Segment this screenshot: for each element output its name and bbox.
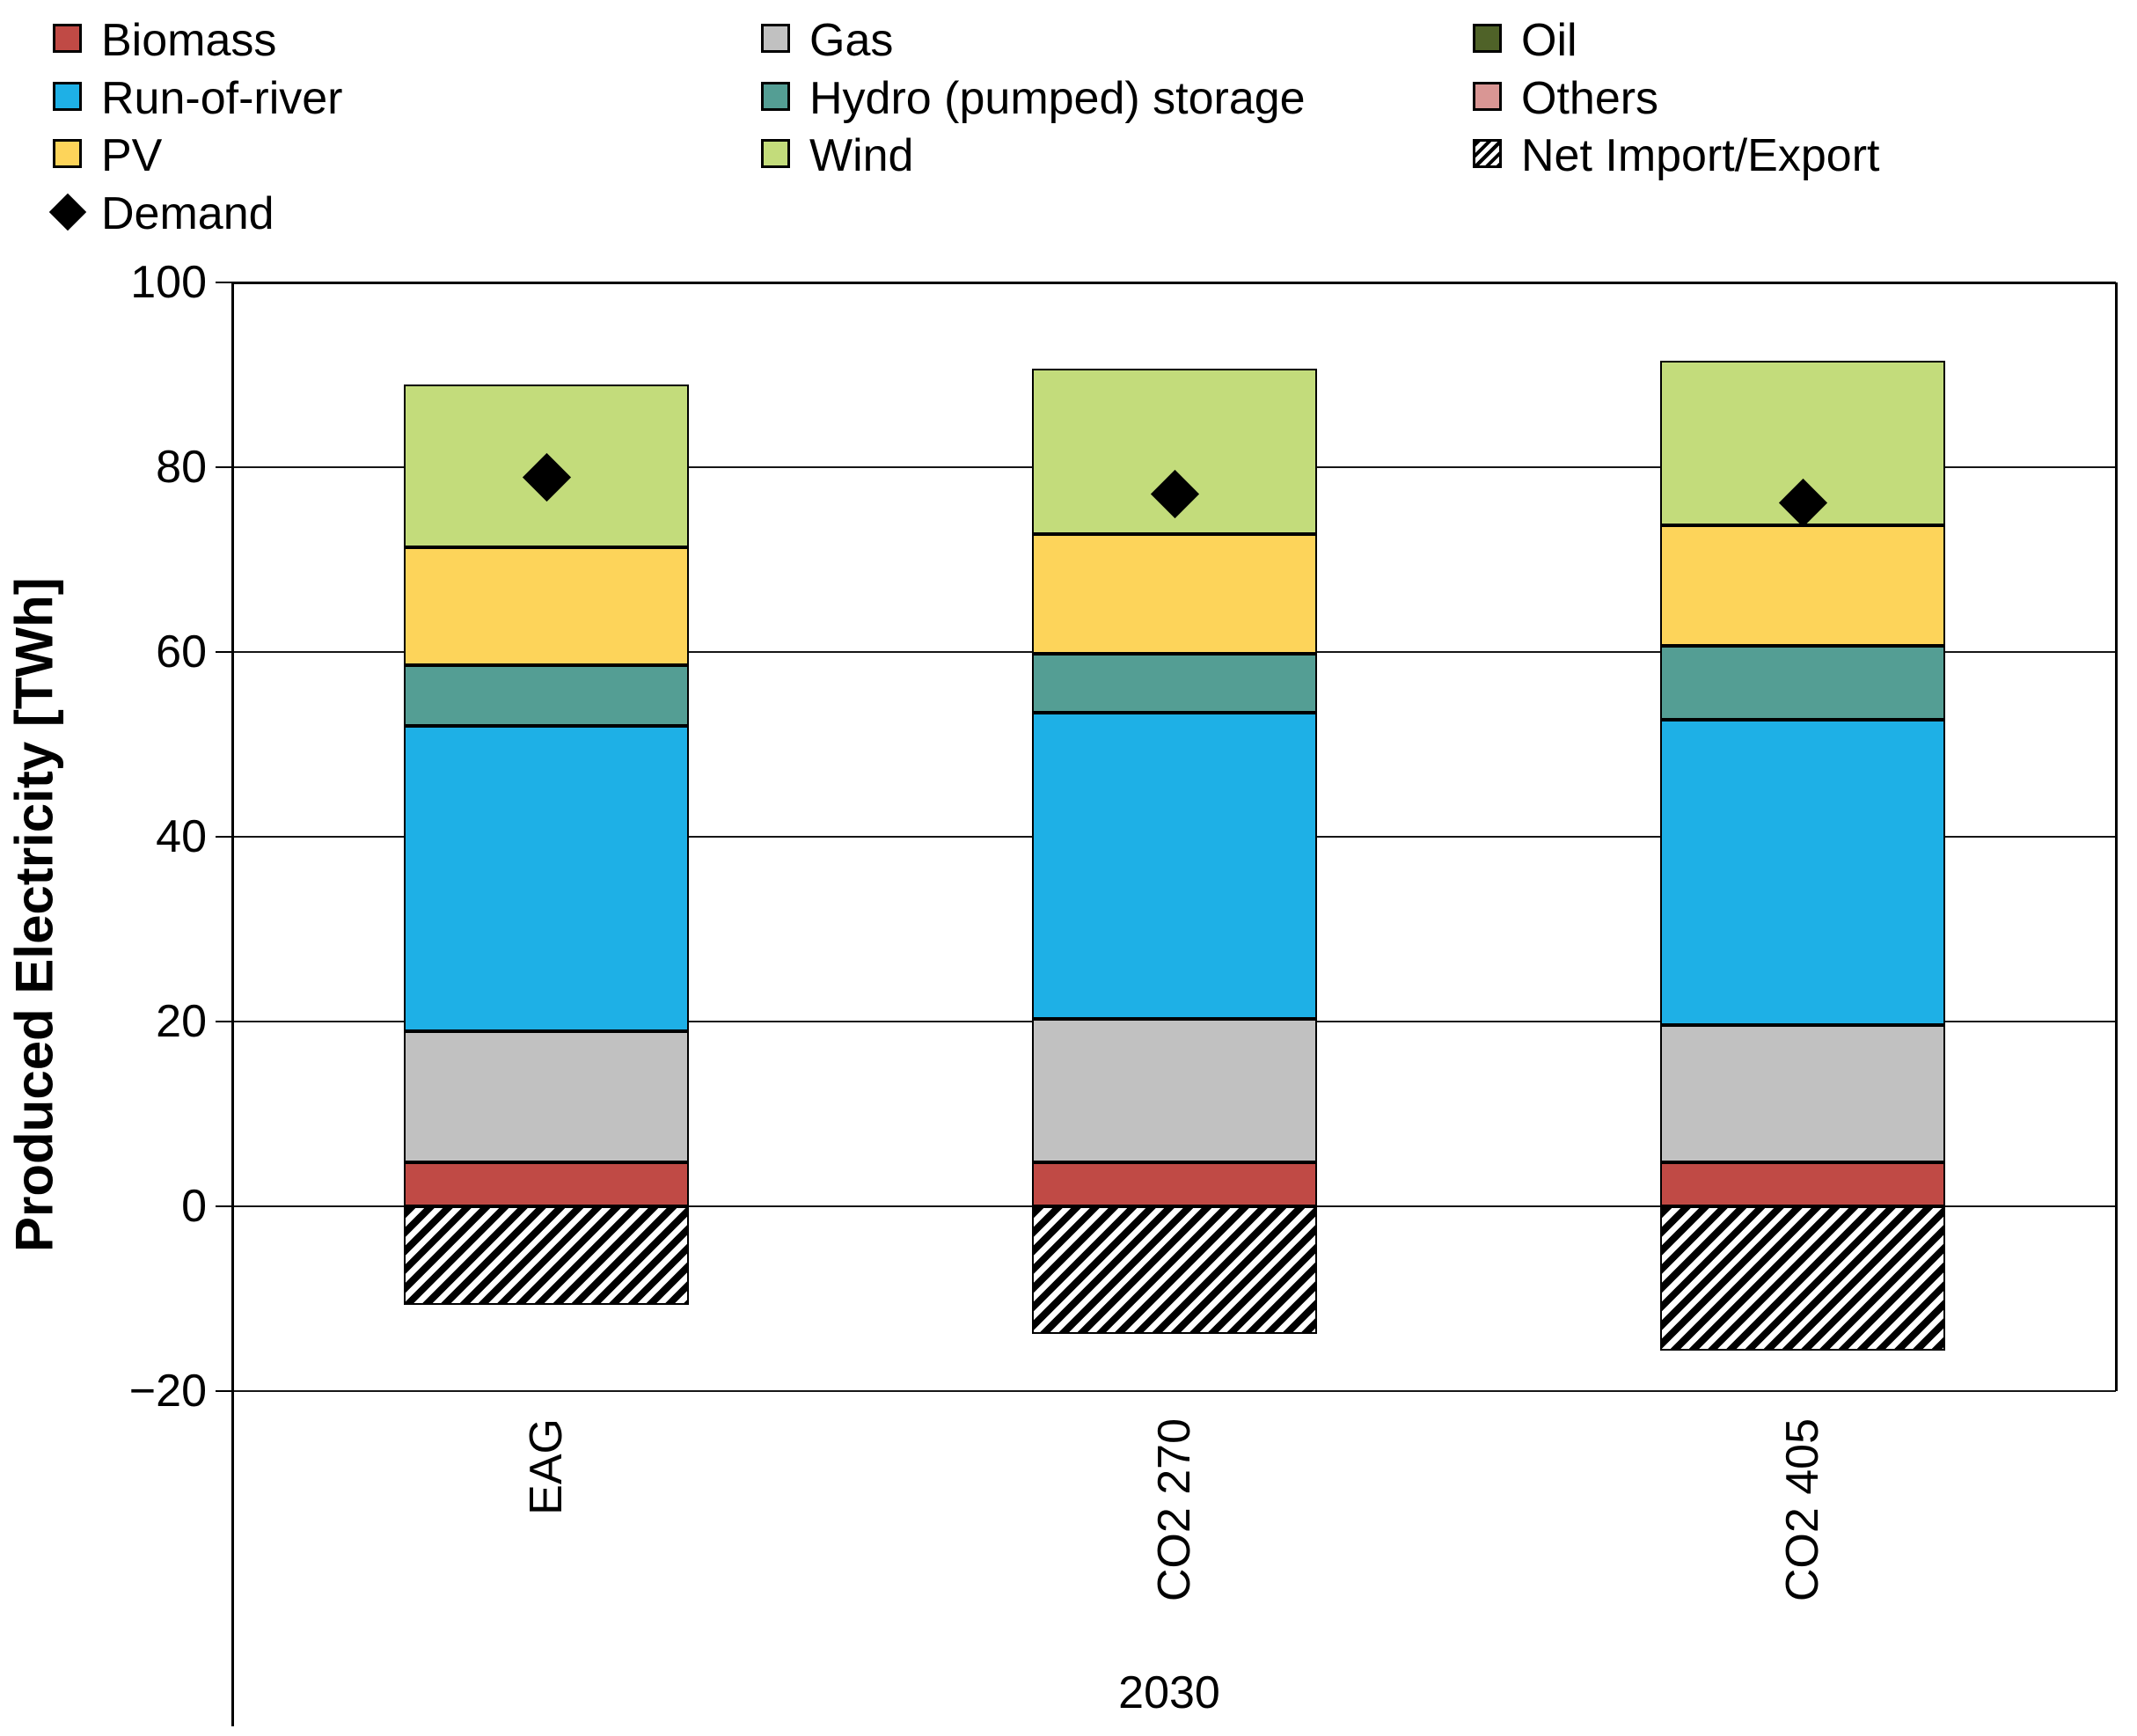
legend-swatch-pv <box>53 139 82 168</box>
bar-segment-gas-co2-270 <box>1032 1018 1317 1162</box>
bar-segment-hydro-pumped-storage-eag <box>404 664 689 726</box>
y-tick-label-40: 40 <box>156 811 207 862</box>
y-tick-100 <box>216 282 231 283</box>
legend-swatch-wind <box>761 139 790 168</box>
bar-segment-pv-eag <box>404 547 689 665</box>
bar-segment-net-import-export-co2-270 <box>1032 1206 1317 1334</box>
bar-segment-pv-co2-405 <box>1660 525 1945 646</box>
legend-item-pv: PV <box>101 130 163 181</box>
y-tick-0 <box>216 1205 231 1207</box>
legend-item-demand: Demand <box>101 187 274 239</box>
gridline--20 <box>231 1390 2116 1392</box>
bar-segment-run-of-river-co2-405 <box>1660 719 1945 1026</box>
bar-segment-gas-co2-405 <box>1660 1025 1945 1162</box>
y-tick-label-80: 80 <box>156 442 207 493</box>
y-tick--20 <box>216 1390 231 1392</box>
legend-item-wind: Wind <box>809 130 914 181</box>
legend-item-gas: Gas <box>809 15 894 66</box>
legend-item-others: Others <box>1521 72 1659 124</box>
legend-item-biomass: Biomass <box>101 15 277 66</box>
bar-segment-hydro-pumped-storage-co2-270 <box>1032 654 1317 714</box>
legend-item-oil: Oil <box>1521 15 1577 66</box>
x-category-label-co2-270: CO2 270 <box>1149 1418 1200 1602</box>
bar-segment-net-import-export-co2-405 <box>1660 1206 1945 1351</box>
legend-item-run-of-river: Run-of-river <box>101 72 343 124</box>
bar-segment-hydro-pumped-storage-co2-405 <box>1660 645 1945 720</box>
legend-swatch-oil <box>1473 24 1502 53</box>
demand-diamond-icon <box>48 193 87 231</box>
legend-swatch-others <box>1473 81 1502 111</box>
y-tick-label-0: 0 <box>181 1181 207 1232</box>
y-tick-80 <box>216 466 231 468</box>
y-axis-line <box>231 282 234 1726</box>
legend-item-net-import-export: Net Import/Export <box>1521 130 1880 181</box>
y-tick-20 <box>216 1021 231 1022</box>
plot-frame-right <box>2115 282 2118 1391</box>
y-tick-label--20: −20 <box>128 1366 207 1417</box>
x-category-label-eag: EAG <box>521 1418 572 1515</box>
legend-swatch-biomass <box>53 24 82 53</box>
bar-segment-net-import-export-eag <box>404 1206 689 1306</box>
gridline-100 <box>231 282 2116 284</box>
bar-segment-run-of-river-eag <box>404 726 689 1031</box>
hatch-swatch-icon <box>1473 139 1502 168</box>
bar-segment-biomass-co2-270 <box>1032 1161 1317 1206</box>
y-axis-title: Produced Electricity [TWh] <box>4 577 64 1253</box>
legend-swatch-run-of-river <box>53 81 82 111</box>
bar-segment-biomass-co2-405 <box>1660 1161 1945 1206</box>
bar-segment-gas-eag <box>404 1030 689 1162</box>
y-tick-60 <box>216 651 231 653</box>
bar-segment-pv-co2-270 <box>1032 533 1317 655</box>
legend-item-hydro-pumped-storage: Hydro (pumped) storage <box>809 72 1306 124</box>
x-axis-group-label: 2030 <box>1118 1667 1220 1718</box>
bar-segment-run-of-river-co2-270 <box>1032 713 1317 1019</box>
bar-segment-biomass-eag <box>404 1161 689 1206</box>
y-tick-label-60: 60 <box>156 626 207 678</box>
y-tick-label-20: 20 <box>156 996 207 1047</box>
legend-swatch-gas <box>761 24 790 53</box>
x-category-label-co2-405: CO2 405 <box>1777 1418 1828 1602</box>
y-tick-40 <box>216 836 231 838</box>
legend-swatch-hydro-pumped-storage <box>761 81 790 111</box>
y-tick-label-100: 100 <box>130 257 207 308</box>
